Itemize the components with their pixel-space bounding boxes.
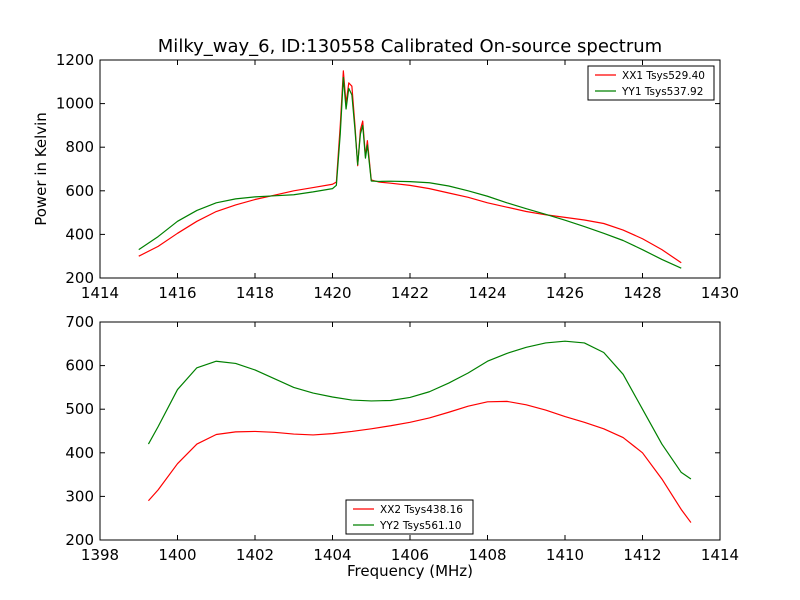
legend-entry: YY1 Tsys537.92: [621, 86, 703, 98]
legend-entry: YY2 Tsys561.10: [379, 520, 461, 532]
top-plot: 1414 1416 1418 1420 1422 1424 1426 1428 1430 200 4…: [32, 51, 739, 302]
series-line-2: [147, 340, 692, 480]
series-line-2: [138, 76, 682, 269]
y-tick-label: 700: [65, 313, 94, 331]
x-tick-label: 1412: [623, 546, 661, 564]
x-tick-label: 1404: [313, 546, 351, 564]
x-axis-label: Frequency (MHz): [347, 562, 473, 580]
y-axis-label: Power in Kelvin: [32, 112, 50, 226]
x-tick-label: 1416: [158, 284, 196, 302]
y-tick-label: 600: [65, 357, 94, 375]
x-tick-label: 1400: [158, 546, 196, 564]
legend: XX2 Tsys438.16 YY2 Tsys561.10: [345, 499, 474, 535]
x-tick-label: 1418: [236, 284, 274, 302]
x-tick-label: 1414: [701, 546, 739, 564]
y-tick-label: 600: [65, 182, 94, 200]
bottom-plot: 1398 1400 1402 1404 1406 1408 1410 1412 1414 200 3…: [65, 313, 739, 564]
legend-entry: XX2 Tsys438.16: [380, 504, 463, 516]
x-tick-label: 1406: [391, 546, 429, 564]
x-tick-label: 1420: [313, 284, 351, 302]
y-tick-label: 200: [65, 269, 94, 287]
x-tick-label: 1414: [81, 284, 119, 302]
series-line-1: [147, 400, 692, 523]
y-tick-label: 500: [65, 400, 94, 418]
chart-title: Milky_way_6, ID:130558 Calibrated On-sou…: [158, 36, 662, 57]
x-tick-label: 1430: [701, 284, 739, 302]
y-tick-label: 800: [65, 138, 94, 156]
x-tick-label: 1410: [546, 546, 584, 564]
legend-box: [345, 499, 474, 535]
y-tick-label: 1000: [56, 95, 94, 113]
x-tick-label: 1426: [546, 284, 584, 302]
x-tick-label: 1422: [391, 284, 429, 302]
x-tick-label: 1424: [468, 284, 506, 302]
x-tick-label: 1428: [623, 284, 661, 302]
y-tick-label: 200: [65, 531, 94, 549]
x-tick-label: 1408: [468, 546, 506, 564]
legend: XX1 Tsys529.40 YY1 Tsys537.92: [587, 65, 715, 101]
x-tick-label: 1402: [236, 546, 274, 564]
y-tick-label: 400: [65, 225, 94, 243]
y-tick-label: 300: [65, 487, 94, 505]
y-tick-label: 1200: [56, 51, 94, 69]
y-tick-label: 400: [65, 444, 94, 462]
legend-entry: XX1 Tsys529.40: [622, 70, 705, 82]
x-tick-label: 1398: [81, 546, 119, 564]
legend-box: [587, 65, 715, 101]
